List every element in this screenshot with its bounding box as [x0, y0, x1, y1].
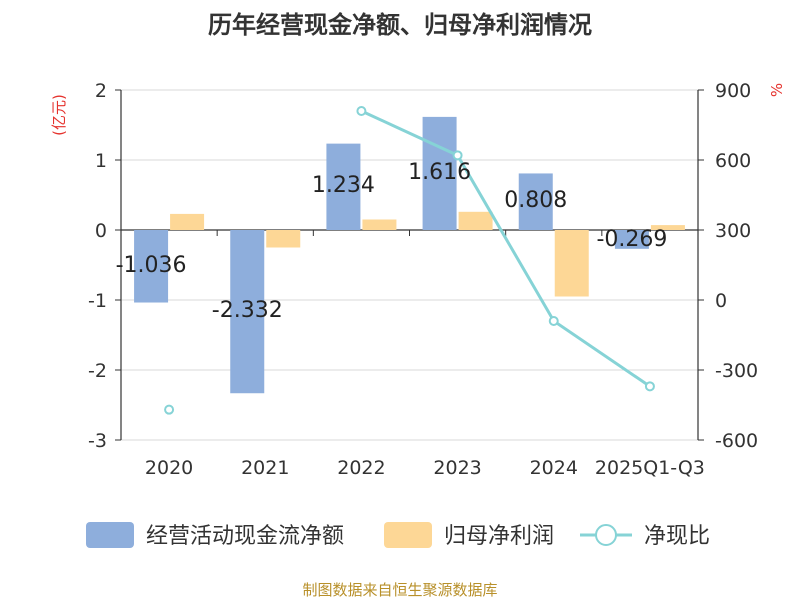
data-labels: -1.036 -2.332 1.234 1.616 0.808 -0.269 [116, 160, 668, 323]
x-tick-label: 2025Q1-Q3 [595, 457, 705, 479]
ratio-line-path [360, 109, 651, 388]
right-tick-label: -300 [715, 360, 758, 382]
ratio-point [452, 150, 463, 161]
legend-label-profit: 归母净利润 [444, 524, 554, 549]
bar-value-label: -0.269 [596, 227, 667, 252]
x-tick-label: 2021 [241, 457, 289, 479]
bar-cashflow [614, 230, 649, 249]
ratio-point [356, 106, 367, 116]
left-tick-label: -2 [88, 360, 107, 382]
bar-value-label: 1.234 [312, 173, 375, 198]
right-tick-label: 0 [715, 290, 727, 312]
legend-marker-ratio [595, 524, 617, 546]
x-tick-label: 2022 [337, 457, 385, 479]
bar-cashflow [422, 116, 457, 230]
left-tick-label: 0 [95, 220, 107, 242]
left-tick-label: -3 [88, 430, 107, 452]
left-tick-label: -1 [88, 290, 107, 312]
grid-lines [121, 89, 698, 441]
x-tick-label: 2020 [145, 457, 193, 479]
bar-cashflow [518, 173, 553, 230]
legend-swatch-cashflow [86, 522, 134, 548]
chart-title: 历年经营现金净额、归母净利润情况 [208, 11, 592, 39]
ratio-line [164, 106, 655, 415]
bar-value-label: -1.036 [116, 253, 187, 278]
right-tick-label: 600 [715, 150, 751, 172]
data-source: 制图数据来自恒生聚源数据库 [302, 581, 497, 599]
bar-profit [170, 213, 205, 230]
left-tick-label: 1 [95, 150, 107, 172]
legend-label-cashflow: 经营活动现金流净额 [146, 524, 344, 549]
bar-profit [266, 230, 301, 248]
right-tick-label: 900 [715, 80, 751, 102]
x-tick-label: 2023 [433, 457, 481, 479]
bars [134, 116, 685, 394]
legend-swatch-profit [384, 522, 432, 548]
ratio-point [548, 316, 559, 326]
right-tick-label: -600 [715, 430, 758, 452]
x-tick-label: 2024 [530, 457, 578, 479]
bar-cashflow [230, 230, 265, 394]
bar-profit [362, 219, 397, 230]
legend-label-ratio: 净现比 [644, 524, 710, 549]
ratio-point [644, 381, 655, 392]
left-tick-label: 2 [95, 80, 107, 102]
left-axis-unit: (亿元) [50, 94, 68, 136]
bar-value-label: -2.332 [212, 298, 283, 323]
right-axis-unit: % [768, 83, 786, 97]
bar-profit [554, 230, 589, 297]
bar-profit [650, 225, 685, 230]
bar-value-label: 1.616 [408, 160, 471, 185]
bar-cashflow [326, 143, 361, 230]
bar-value-label: 0.808 [504, 188, 567, 213]
bar-cashflow [134, 230, 169, 303]
legend: 经营活动现金流净额 归母净利润 净现比 [86, 522, 710, 549]
bar-profit [458, 211, 493, 230]
axes: 2 1 0 -1 -2 -3 900 600 300 0 -300 -600 2020 2021 2022 2… [88, 80, 758, 479]
ratio-point [164, 404, 175, 415]
right-tick-label: 300 [715, 220, 751, 242]
